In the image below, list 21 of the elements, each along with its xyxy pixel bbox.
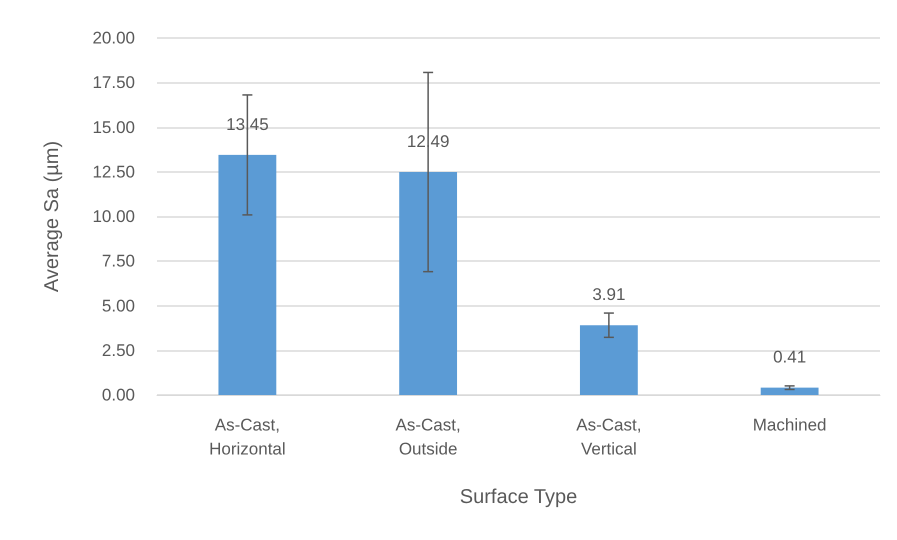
bar [399, 172, 458, 395]
x-tick-label: As-Cast, Vertical [576, 416, 642, 458]
data-label: 3.91 [592, 285, 626, 304]
y-tick-label: 2.50 [102, 340, 135, 360]
y-tick-label: 0.00 [102, 386, 135, 404]
y-tick-label: 20.00 [92, 28, 135, 48]
x-axis-title: Surface Type [460, 486, 578, 508]
bar [218, 154, 276, 395]
y-tick-label: 17.50 [92, 73, 135, 92]
y-tick-label: 12.50 [92, 162, 135, 182]
y-tick-label: 10.00 [92, 207, 135, 226]
x-tick-label: As-Cast, Outside [396, 416, 461, 458]
bar [760, 388, 819, 395]
y-tick-label: 5.00 [102, 296, 135, 316]
data-label: 0.41 [773, 348, 806, 367]
y-tick-label: 15.00 [92, 118, 135, 137]
x-tick-label: As-Cast, Horizontal [209, 416, 286, 458]
y-tick-label: 7.50 [102, 252, 135, 271]
y-axis-title: Average Sa (µm) [41, 140, 63, 292]
bar [580, 325, 638, 395]
x-tick-label: Machined [752, 416, 826, 434]
